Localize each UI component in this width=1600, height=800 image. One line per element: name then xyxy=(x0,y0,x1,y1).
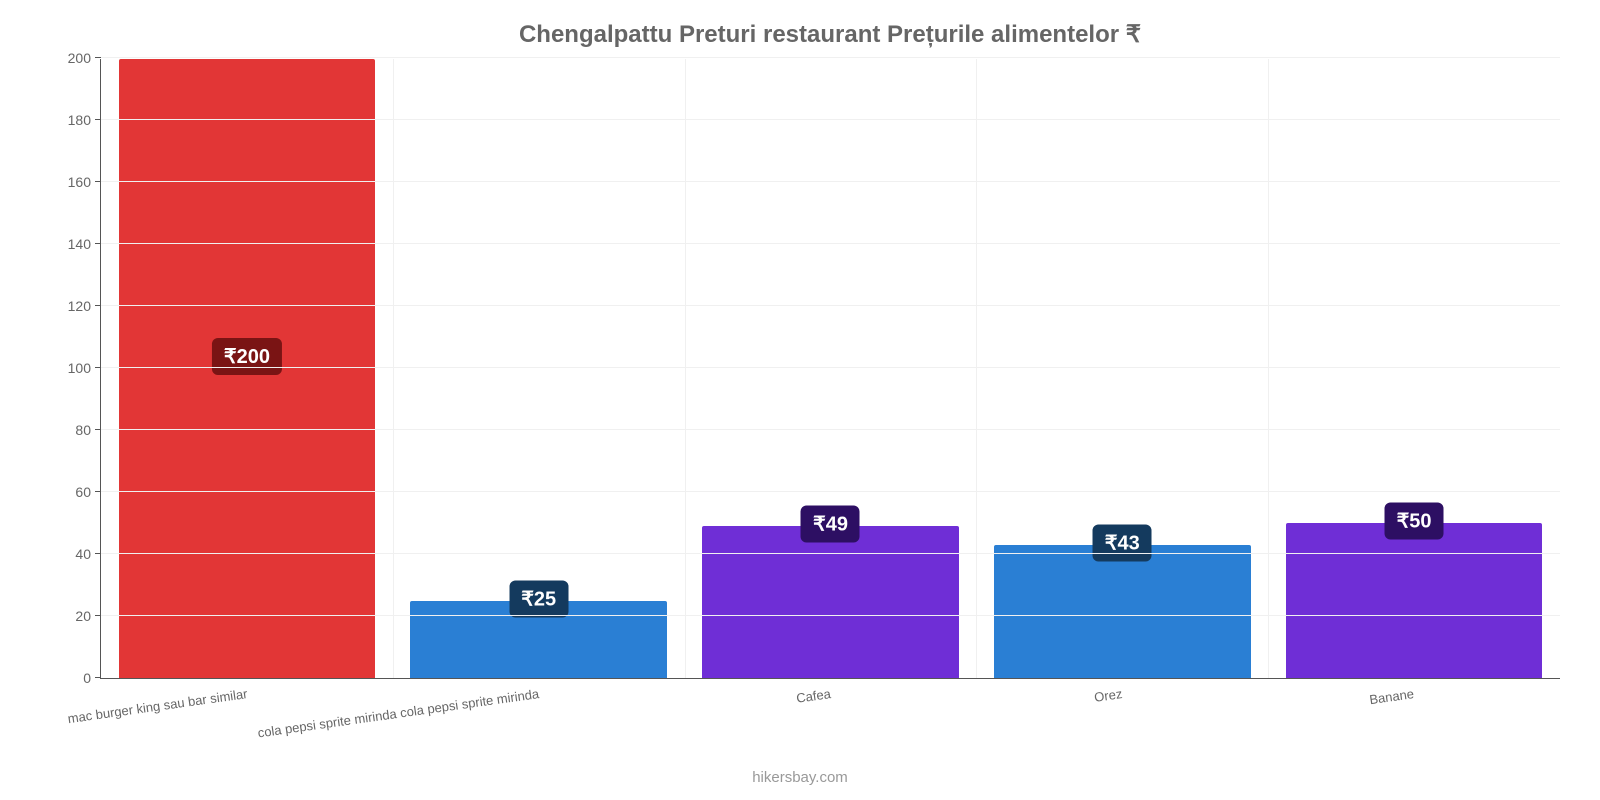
x-label-slot: cola pepsi sprite mirinda cola pepsi spr… xyxy=(393,678,685,738)
bar: ₹43 xyxy=(994,545,1251,678)
bar-value-badge: ₹43 xyxy=(1093,524,1152,561)
y-tick-mark xyxy=(95,677,101,678)
bar-value-badge: ₹49 xyxy=(801,506,860,543)
y-tick-label: 180 xyxy=(68,112,101,128)
y-tick-mark xyxy=(95,491,101,492)
grid-line-v xyxy=(976,59,977,678)
bar-value-badge: ₹25 xyxy=(509,580,568,617)
grid-line-h xyxy=(101,181,1560,182)
x-label-slot: Orez xyxy=(976,678,1268,738)
bar-slot: ₹200 xyxy=(101,59,393,678)
bar-value-badge: ₹200 xyxy=(212,338,282,375)
y-tick-label: 200 xyxy=(68,50,101,66)
attribution: hikersbay.com xyxy=(752,769,848,786)
grid-line-v xyxy=(1268,59,1269,678)
grid-line-h xyxy=(101,429,1560,430)
grid-line-h xyxy=(101,367,1560,368)
y-tick-label: 0 xyxy=(83,670,101,686)
x-tick-label: mac burger king sau bar similar xyxy=(66,686,248,726)
grid-line-h xyxy=(101,553,1560,554)
grid-line-h xyxy=(101,615,1560,616)
x-tick-label: Cafea xyxy=(795,686,831,706)
bars-row: ₹200 ₹25 ₹49 ₹43 ₹50 xyxy=(101,59,1560,678)
y-tick-mark xyxy=(95,553,101,554)
grid-line-v xyxy=(685,59,686,678)
bar: ₹49 xyxy=(702,526,959,678)
bar-value-badge: ₹50 xyxy=(1385,503,1444,540)
y-tick-mark xyxy=(95,615,101,616)
bar-slot: ₹25 xyxy=(393,59,685,678)
plot-area: ₹200₹25₹49₹43₹50 mac burger king sau bar… xyxy=(100,59,1560,679)
chart-container: Chengalpattu Preturi restaurant Prețuril… xyxy=(0,0,1600,800)
y-tick-label: 20 xyxy=(75,608,101,624)
x-label-slot: mac burger king sau bar similar xyxy=(101,678,393,738)
bar-slot: ₹43 xyxy=(976,59,1268,678)
bar-slot: ₹49 xyxy=(685,59,977,678)
x-tick-label: Orez xyxy=(1093,686,1123,705)
grid-line-h xyxy=(101,305,1560,306)
y-tick-mark xyxy=(95,429,101,430)
grid-line-h xyxy=(101,57,1560,58)
y-tick-mark xyxy=(95,367,101,368)
grid-line-h xyxy=(101,243,1560,244)
y-tick-label: 140 xyxy=(68,236,101,252)
bar-slot: ₹50 xyxy=(1268,59,1560,678)
y-tick-mark xyxy=(95,243,101,244)
bar: ₹25 xyxy=(410,601,667,678)
chart-title: Chengalpattu Preturi restaurant Prețuril… xyxy=(100,20,1560,49)
y-tick-label: 40 xyxy=(75,546,101,562)
x-label-slot: Cafea xyxy=(685,678,977,738)
y-tick-mark xyxy=(95,181,101,182)
grid-line-h xyxy=(101,491,1560,492)
y-tick-mark xyxy=(95,305,101,306)
y-tick-mark xyxy=(95,119,101,120)
bar: ₹50 xyxy=(1286,523,1543,678)
y-tick-label: 80 xyxy=(75,422,101,438)
y-tick-label: 160 xyxy=(68,174,101,190)
x-axis-labels: mac burger king sau bar similarcola peps… xyxy=(101,678,1560,738)
y-tick-label: 100 xyxy=(68,360,101,376)
y-tick-label: 60 xyxy=(75,484,101,500)
bar: ₹200 xyxy=(119,59,376,678)
grid-line-v xyxy=(393,59,394,678)
x-label-slot: Banane xyxy=(1268,678,1560,738)
grid-line-h xyxy=(101,119,1560,120)
y-tick-mark xyxy=(95,57,101,58)
y-tick-label: 120 xyxy=(68,298,101,314)
x-tick-label: Banane xyxy=(1369,686,1415,707)
